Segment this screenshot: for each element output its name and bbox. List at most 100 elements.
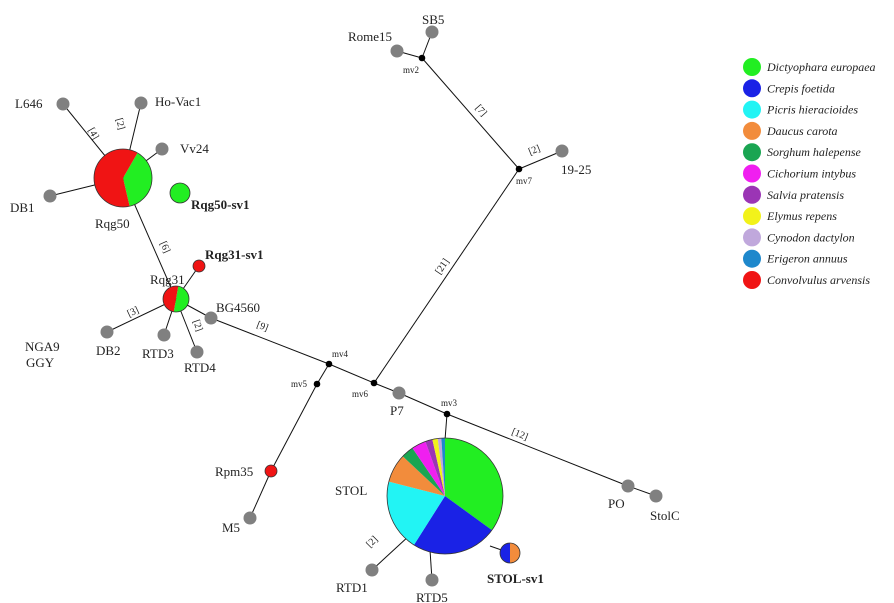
label-rqg50-sv1: Rqg50-sv1 [191, 197, 250, 212]
label-mv6: mv6 [352, 389, 369, 399]
mut-hovac1: [2] [113, 117, 127, 131]
legend-swatch [743, 207, 761, 226]
label-mv7: mv7 [516, 176, 533, 186]
pie-rqg31 [162, 285, 190, 313]
label-bg4560: BG4560 [216, 300, 260, 315]
label-mv3: mv3 [441, 398, 458, 408]
legend-label: Convolvulus arvensis [767, 273, 870, 287]
mv6-node [370, 379, 378, 387]
label-rpm35: Rpm35 [215, 464, 253, 479]
legend-swatch [743, 79, 761, 98]
label-sb5: SB5 [422, 12, 444, 27]
legend-label: Dictyophara europaea [766, 60, 876, 74]
legend-swatch [743, 228, 761, 247]
pie-slice [425, 439, 445, 496]
edge-mv5-rpm35 [270, 383, 318, 472]
label-ggy: GGY [26, 355, 55, 370]
mut-rqg50-rqg31: [6] [157, 240, 172, 255]
node-hovac1 [134, 96, 148, 110]
pie-slice [123, 152, 153, 207]
pie-slice [402, 448, 445, 496]
label-rome15: Rome15 [348, 29, 392, 44]
mut-mv7-mv6: [21] [433, 257, 451, 277]
label-19-25: 19-25 [561, 162, 591, 177]
pie-slice [388, 456, 445, 496]
label-rqg50: Rqg50 [95, 216, 130, 231]
host-legend: Dictyophara europaea Crepis foetida Picris… [743, 58, 876, 289]
node-sb5 [425, 25, 439, 39]
label-db1: DB1 [10, 200, 35, 215]
node-rtd5 [425, 573, 439, 587]
legend-swatch [743, 121, 761, 140]
node-19-25 [555, 144, 569, 158]
mv3-node [443, 410, 451, 418]
node-m5 [243, 511, 257, 525]
node-stolc [649, 489, 663, 503]
edge-mv3-stol [444, 413, 448, 441]
mut-l646: [4] [85, 126, 100, 142]
pie-slice [387, 481, 445, 545]
mv5-node [313, 380, 321, 388]
median-vector-labels: mv2 mv7 mv4 mv5 mv6 mv3 [291, 65, 533, 408]
pie-slice [437, 438, 445, 496]
legend-label: Daucus carota [766, 124, 838, 138]
node-rtd4 [190, 345, 204, 359]
legend-label: Picris hieracioides [766, 103, 858, 117]
pie-slice [500, 543, 510, 563]
node-po [621, 479, 635, 493]
edge-p7-mv3 [398, 392, 448, 415]
edge-mv4-mv6 [328, 363, 375, 384]
edge-bg4560-mv4 [210, 317, 330, 365]
edge-mv7-mv6 [373, 168, 520, 384]
legend-label: Salvia pratensis [767, 188, 844, 202]
legend-label: Erigeron annuus [766, 252, 848, 266]
label-hovac1: Ho-Vac1 [155, 94, 201, 109]
node-rtd3 [157, 328, 171, 342]
label-mv5: mv5 [291, 379, 308, 389]
edge-mv3-po [446, 413, 629, 487]
pie-slice [510, 543, 520, 563]
legend-swatch [743, 100, 761, 119]
edge-mv7-19-25 [518, 150, 563, 170]
median-vector-nodes [313, 54, 523, 418]
label-nga9: NGA9 [25, 339, 60, 354]
label-mv4: mv4 [332, 349, 349, 359]
mv2-node [418, 54, 426, 62]
pie-slice [413, 496, 492, 554]
node-l646 [56, 97, 70, 111]
label-rtd5: RTD5 [416, 590, 448, 603]
edge-rpm35-m5 [249, 470, 272, 519]
node-bg4560 [204, 311, 218, 325]
node-rtd1 [365, 563, 379, 577]
legend-label: Sorghum halepense [767, 145, 862, 159]
pie-slice [173, 286, 189, 312]
label-rtd1: RTD1 [336, 580, 368, 595]
label-l646: L646 [15, 96, 43, 111]
edge-mv4-mv5 [316, 363, 330, 385]
pie-slice [163, 286, 179, 312]
label-rtd3: RTD3 [142, 346, 174, 361]
legend-label: Cichorium intybus [767, 167, 856, 181]
node-rqg31-sv1 [192, 259, 206, 273]
label-db2: DB2 [96, 343, 121, 358]
edge-stol-rtd1 [371, 534, 411, 571]
mutation-labels: [4] [2] [6] [3] [2] [9] [7] [2] [21] [12… [85, 103, 542, 550]
label-m5: M5 [222, 520, 240, 535]
legend-label: Cynodon dactylon [767, 230, 855, 244]
pie-slice [432, 438, 445, 496]
pie-stol [386, 437, 504, 555]
legend-swatch [743, 164, 761, 183]
legend-label: Crepis foetida [767, 81, 835, 95]
pie-slice [441, 437, 445, 496]
mut-rtd1: [2] [364, 534, 380, 550]
node-vv24 [155, 142, 169, 156]
mut-19-25: [2] [527, 143, 542, 158]
mv4-node [325, 360, 333, 368]
pie-outline [386, 437, 504, 555]
gray-haplotype-nodes [43, 25, 663, 587]
legend-swatch [743, 271, 761, 289]
pie-outline [499, 542, 521, 564]
node-rpm35 [264, 464, 278, 478]
node-db1 [43, 189, 57, 203]
